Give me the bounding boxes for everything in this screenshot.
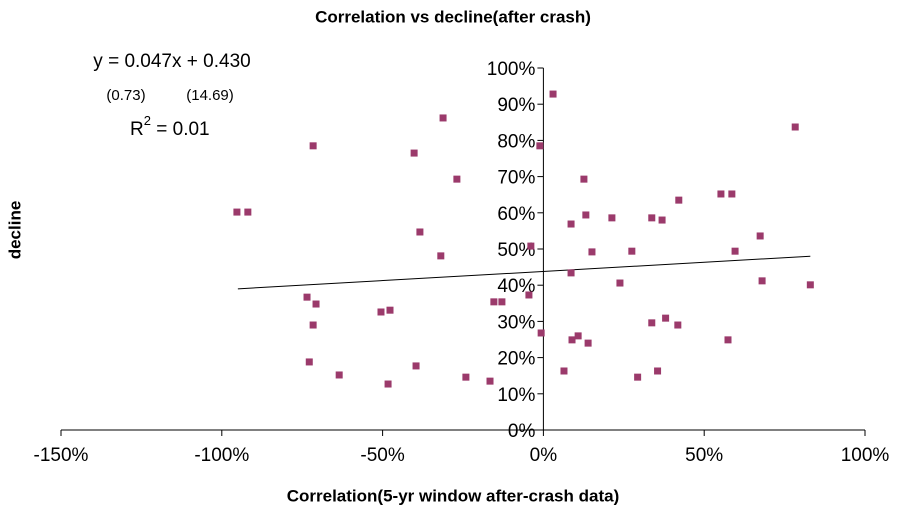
y-tick-label: 90% xyxy=(497,95,535,116)
x-tick-label: 50% xyxy=(685,445,723,466)
point xyxy=(490,298,498,306)
point xyxy=(527,242,535,250)
point xyxy=(309,321,317,329)
point xyxy=(662,314,670,322)
x-tick-label: -150% xyxy=(34,445,89,466)
point xyxy=(486,377,494,385)
point xyxy=(416,228,424,236)
point xyxy=(410,149,418,157)
point xyxy=(568,336,576,344)
y-tick-label: 10% xyxy=(497,385,535,406)
point xyxy=(537,329,545,337)
point xyxy=(731,247,739,255)
point xyxy=(675,196,683,204)
chart-title: Correlation vs decline(after crash) xyxy=(315,7,591,26)
point xyxy=(384,380,392,388)
y-tick-label: 20% xyxy=(497,349,535,370)
point xyxy=(791,123,799,131)
point xyxy=(658,216,666,224)
se-intercept: (14.69) xyxy=(186,87,234,104)
point xyxy=(244,208,252,216)
point xyxy=(580,175,588,183)
point xyxy=(305,358,313,366)
point xyxy=(567,269,575,277)
point xyxy=(462,373,470,381)
point xyxy=(616,279,624,287)
x-tick-label: 100% xyxy=(841,445,890,466)
r-rest: = 0.01 xyxy=(151,119,210,140)
equation: y = 0.047x + 0.430 xyxy=(93,51,250,72)
y-tick-label: 70% xyxy=(497,168,535,189)
x-tick-label: -50% xyxy=(360,445,404,466)
x-tick-label: 0% xyxy=(530,445,558,466)
y-tick-label: 30% xyxy=(497,312,535,333)
point xyxy=(437,252,445,260)
point xyxy=(582,211,590,219)
point xyxy=(634,373,642,381)
y-tick-label: 50% xyxy=(497,240,535,261)
point xyxy=(728,190,736,198)
point xyxy=(498,298,506,306)
y-tick-label: 80% xyxy=(497,131,535,152)
point xyxy=(233,208,241,216)
point xyxy=(303,293,311,301)
point xyxy=(574,332,582,340)
r-sup: 2 xyxy=(144,113,151,128)
point xyxy=(536,142,544,150)
x-axis-label: Correlation(5-yr window after-crash data… xyxy=(287,486,620,505)
point xyxy=(584,339,592,347)
point xyxy=(412,362,420,370)
point xyxy=(654,367,662,375)
point xyxy=(758,277,766,285)
point xyxy=(588,248,596,256)
se-slope: (0.73) xyxy=(106,87,145,104)
point xyxy=(756,232,764,240)
x-tick-label: -100% xyxy=(194,445,249,466)
point xyxy=(674,321,682,329)
point xyxy=(453,175,461,183)
point xyxy=(525,291,533,299)
y-tick-label: 60% xyxy=(497,204,535,225)
point xyxy=(309,142,317,150)
point xyxy=(628,247,636,255)
point xyxy=(335,371,343,379)
y-tick-label: 0% xyxy=(508,421,536,442)
point xyxy=(806,281,814,289)
point xyxy=(648,319,656,327)
point xyxy=(608,214,616,222)
point xyxy=(439,114,447,122)
y-tick-label: 100% xyxy=(487,59,536,80)
point xyxy=(312,300,320,308)
point xyxy=(560,367,568,375)
trendline xyxy=(237,255,811,290)
point xyxy=(724,336,732,344)
point xyxy=(567,220,575,228)
point xyxy=(648,214,656,222)
r-squared: R2 = 0.01 xyxy=(130,113,210,140)
point xyxy=(717,190,725,198)
r-base: R xyxy=(130,119,144,140)
point xyxy=(386,306,394,314)
point xyxy=(549,90,557,98)
point xyxy=(377,308,385,316)
y-axis-label: decline xyxy=(5,201,24,260)
